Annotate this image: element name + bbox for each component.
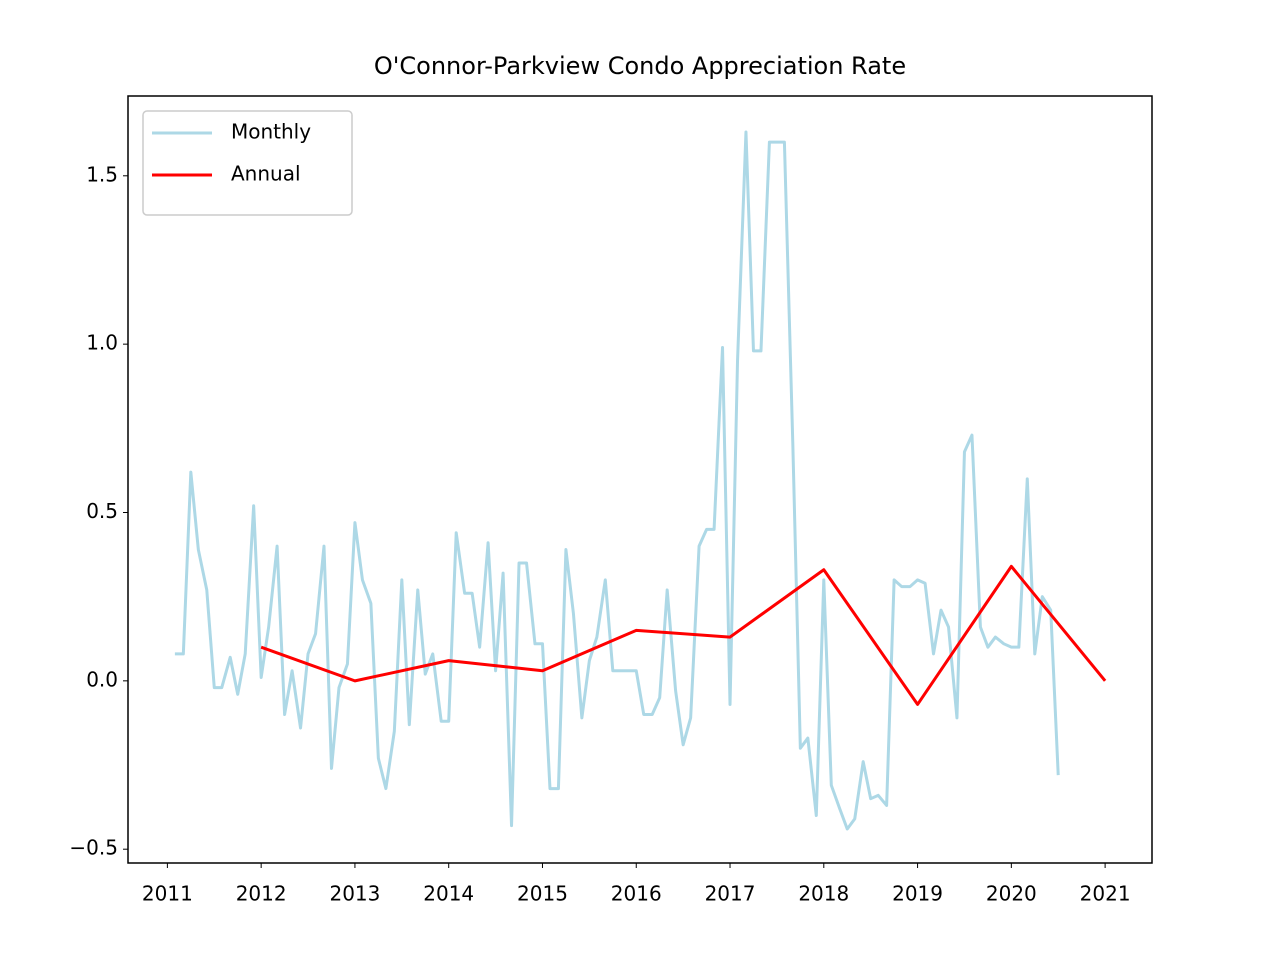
y-tick-label: −0.5 xyxy=(69,836,118,860)
series-line xyxy=(174,130,1060,831)
x-tick-label: 2013 xyxy=(329,882,380,906)
x-tick-label: 2018 xyxy=(798,882,849,906)
plot-frame xyxy=(127,95,1153,864)
x-tick-label: 2017 xyxy=(705,882,756,906)
x-tick-label: 2014 xyxy=(423,882,474,906)
chart-title: O'Connor-Parkview Condo Appreciation Rat… xyxy=(374,52,906,80)
y-tick-label: 0.0 xyxy=(86,667,118,691)
legend-box xyxy=(142,110,353,216)
y-tick-label: 0.5 xyxy=(86,499,118,523)
legend-label: Annual xyxy=(231,162,301,186)
y-tick-label: 1.0 xyxy=(86,331,118,355)
x-tick-label: 2011 xyxy=(142,882,193,906)
x-tick-label: 2021 xyxy=(1080,882,1131,906)
y-tick-label: 1.5 xyxy=(86,162,118,186)
legend-label: Monthly xyxy=(231,120,311,144)
x-tick-label: 2015 xyxy=(517,882,568,906)
x-tick-label: 2016 xyxy=(611,882,662,906)
series-line xyxy=(260,564,1107,706)
x-tick-label: 2019 xyxy=(892,882,943,906)
x-tick-label: 2020 xyxy=(986,882,1037,906)
x-tick-label: 2012 xyxy=(236,882,287,906)
